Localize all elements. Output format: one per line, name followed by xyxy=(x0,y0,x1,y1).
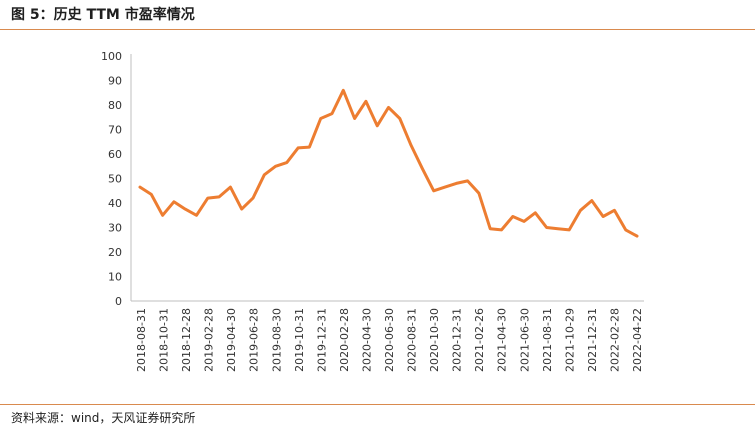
x-tick-label: 2021-08-31 xyxy=(541,308,554,372)
x-tick-label: 2020-12-31 xyxy=(451,308,464,372)
y-tick-label: 80 xyxy=(108,99,122,112)
x-tick-label: 2021-12-31 xyxy=(586,308,599,372)
x-tick-label: 2020-08-31 xyxy=(406,308,419,372)
x-tick-label: 2018-12-28 xyxy=(180,308,193,372)
y-tick-label: 100 xyxy=(101,50,122,63)
bottom-divider xyxy=(0,404,755,405)
y-tick-label: 50 xyxy=(108,173,122,186)
y-tick-label: 30 xyxy=(108,222,122,235)
x-tick-label: 2021-02-26 xyxy=(473,308,486,372)
pe-ratio-line-chart: 0 10 20 30 40 50 60 70 80 90 100 2018-08-31 2018-10-… xyxy=(101,50,644,372)
source-note: 资料来源：wind，天风证券研究所 xyxy=(11,411,196,425)
y-tick-label: 10 xyxy=(108,271,122,284)
figure-title: 图 5：历史 TTM 市盈率情况 xyxy=(11,7,195,23)
y-tick-label: 70 xyxy=(108,124,122,137)
y-tick-label: 20 xyxy=(108,246,122,259)
x-tick-label: 2020-06-30 xyxy=(383,308,396,372)
x-tick-label: 2018-10-31 xyxy=(158,308,171,372)
x-tick-label: 2019-12-31 xyxy=(315,308,328,372)
x-tick-label: 2019-04-30 xyxy=(225,308,238,372)
x-tick-label: 2020-04-30 xyxy=(361,308,374,372)
series-line xyxy=(138,88,639,238)
x-tick-label: 2022-04-22 xyxy=(631,308,644,372)
x-tick-label: 2021-06-30 xyxy=(518,308,531,372)
x-tick-label: 2019-10-31 xyxy=(293,308,306,372)
y-tick-label: 0 xyxy=(115,295,122,308)
x-tick-label: 2019-06-28 xyxy=(248,308,261,372)
x-tick-label: 2018-08-31 xyxy=(135,308,148,372)
y-tick-label: 90 xyxy=(108,75,122,88)
x-tick-label: 2020-10-30 xyxy=(428,308,441,372)
x-tick-label: 2019-08-30 xyxy=(270,308,283,372)
y-tick-label: 40 xyxy=(108,197,122,210)
x-tick-label: 2019-02-28 xyxy=(203,308,216,372)
top-divider xyxy=(0,29,755,30)
x-tick-label: 2022-02-28 xyxy=(609,308,622,372)
x-tick-label: 2020-02-28 xyxy=(338,308,351,372)
y-tick-label: 60 xyxy=(108,148,122,161)
x-tick-label: 2021-10-29 xyxy=(563,308,576,372)
x-tick-label: 2021-04-30 xyxy=(496,308,509,372)
